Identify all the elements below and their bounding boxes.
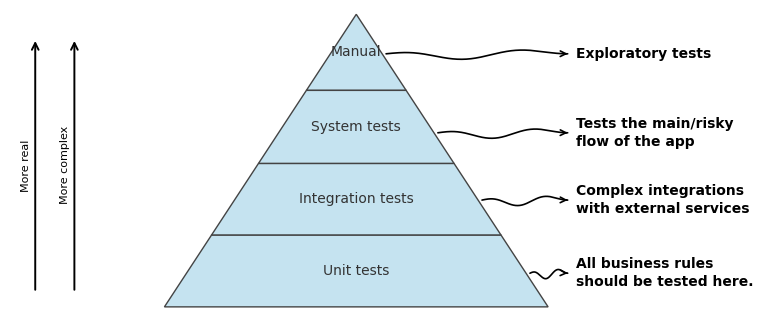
Polygon shape bbox=[164, 235, 548, 307]
Text: Complex integrations
with external services: Complex integrations with external servi… bbox=[576, 184, 749, 216]
Text: Exploratory tests: Exploratory tests bbox=[576, 47, 711, 61]
Text: Integration tests: Integration tests bbox=[299, 192, 413, 206]
Text: System tests: System tests bbox=[312, 120, 401, 134]
Polygon shape bbox=[306, 14, 406, 90]
Polygon shape bbox=[211, 163, 501, 235]
Text: Manual: Manual bbox=[331, 45, 381, 59]
Text: More complex: More complex bbox=[60, 126, 70, 204]
Text: All business rules
should be tested here.: All business rules should be tested here… bbox=[576, 257, 753, 289]
Text: Unit tests: Unit tests bbox=[323, 264, 389, 278]
Text: More real: More real bbox=[21, 139, 31, 191]
Text: Tests the main/risky
flow of the app: Tests the main/risky flow of the app bbox=[576, 117, 733, 149]
Polygon shape bbox=[258, 90, 454, 163]
